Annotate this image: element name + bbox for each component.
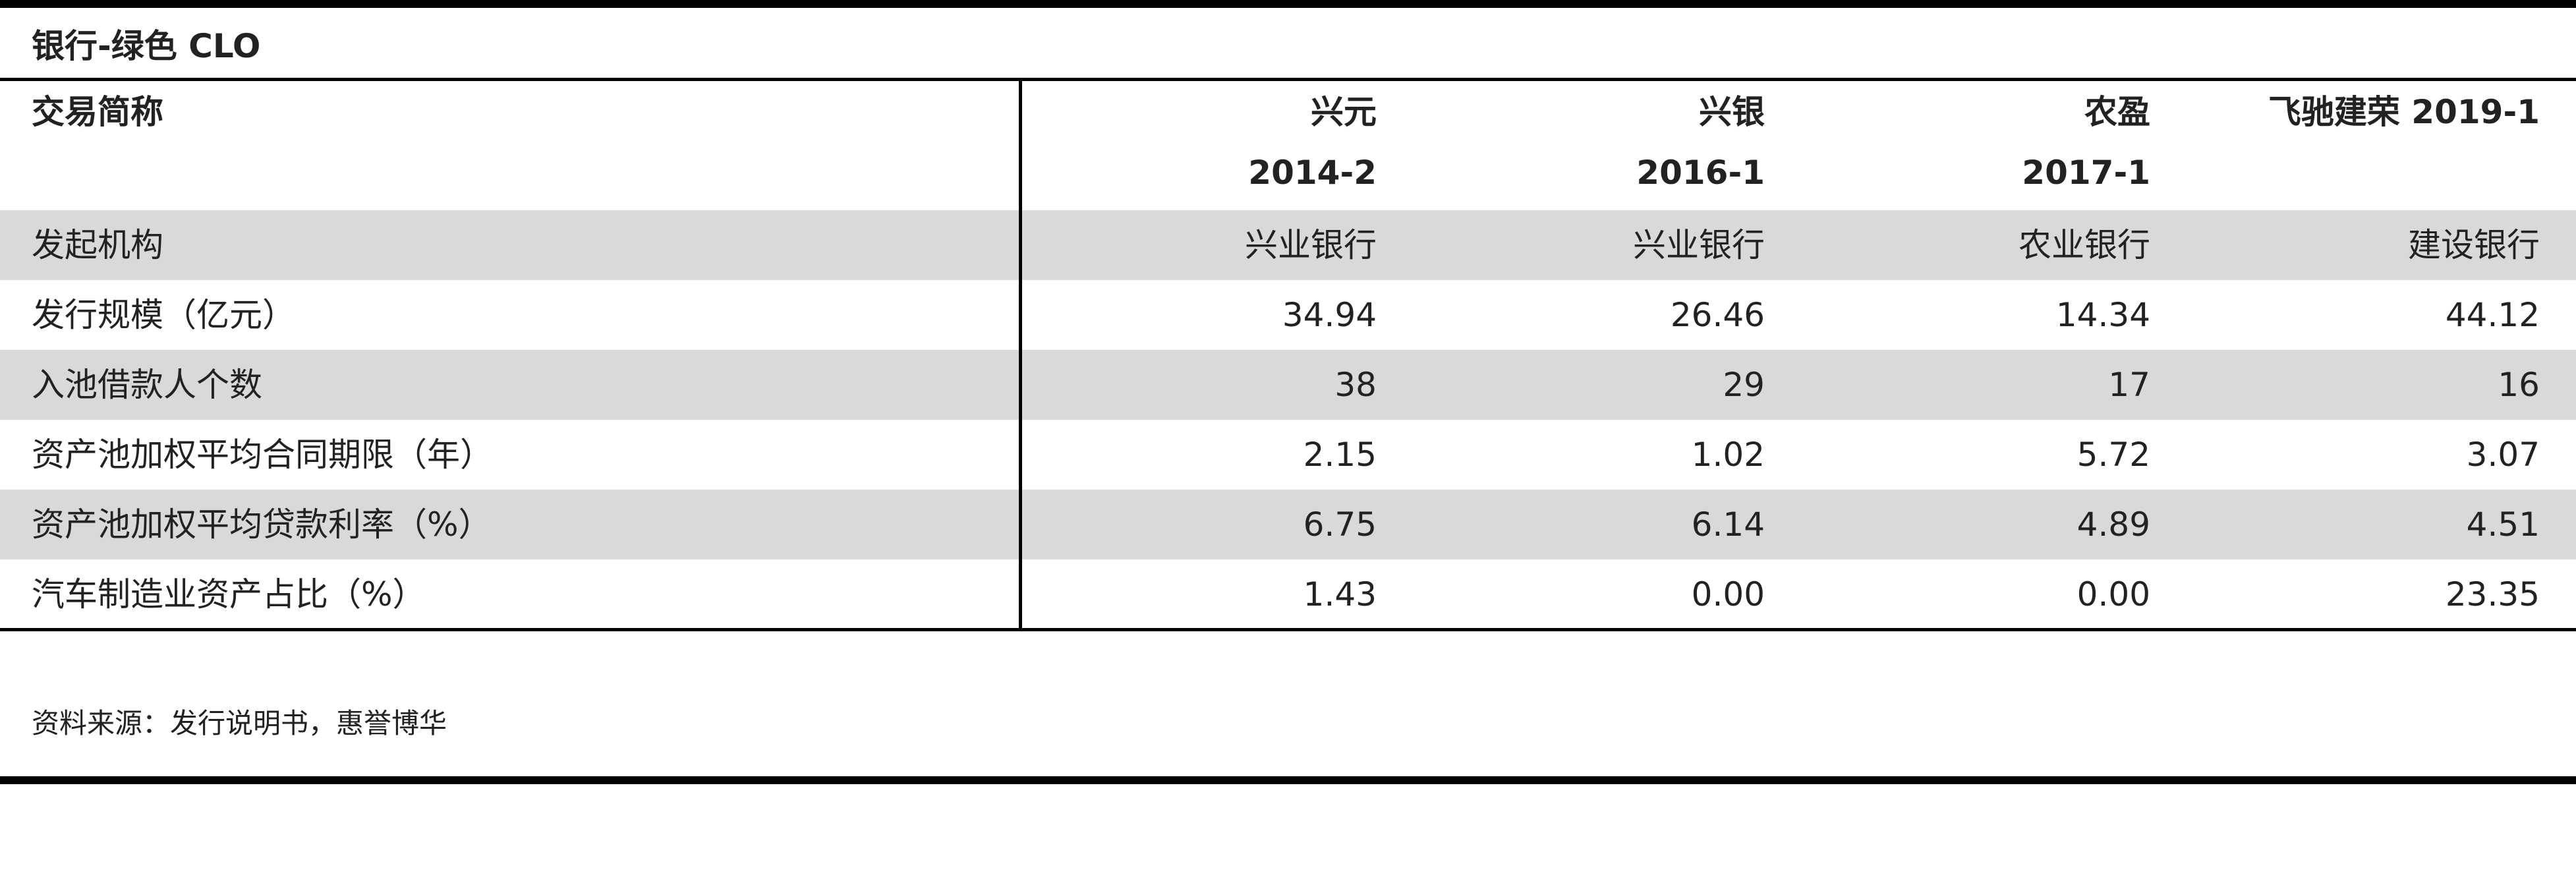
table-cell: 1.43 (1303, 575, 1377, 614)
table-cell: 4.51 (2466, 505, 2540, 544)
table-cell: 0.00 (2076, 575, 2150, 614)
table-cell: 1.02 (1691, 436, 1765, 474)
row-label: 入池借款人个数 (32, 366, 262, 404)
table-bottom-rule (0, 628, 2576, 631)
row-label: 发行规模（亿元） (32, 296, 295, 334)
table-cell: 3.07 (2466, 436, 2540, 474)
table-cell: 建设银行 (2408, 226, 2540, 264)
table-cell: 5.72 (2076, 436, 2150, 474)
table-cell: 4.89 (2076, 505, 2150, 544)
source-note: 资料来源：发行说明书，惠誉博华 (32, 707, 447, 739)
row-shading (0, 490, 2576, 559)
table-cell: 26.46 (1670, 296, 1765, 334)
table-cell: 29 (1723, 366, 1765, 404)
row-label: 资产池加权平均贷款利率（%） (32, 505, 492, 544)
header-cell: 2014-2 (1248, 154, 1377, 192)
header-rule (0, 78, 2576, 81)
header-cell: 2016-1 (1636, 154, 1765, 192)
header-cell: 飞驰建荣 2019-1 (2268, 93, 2540, 131)
table-cell: 23.35 (2445, 575, 2540, 614)
row-label: 发起机构 (32, 226, 163, 264)
header-cell: 交易简称 (32, 93, 163, 131)
table-cell: 16 (2498, 366, 2540, 404)
header-cell: 农盈 (2084, 93, 2150, 131)
row-shading (0, 350, 2576, 420)
table-cell: 6.75 (1303, 505, 1377, 544)
table-cell: 44.12 (2445, 296, 2540, 334)
row-label: 汽车制造业资产占比（%） (32, 575, 426, 614)
table-cell: 0.00 (1691, 575, 1765, 614)
top-rule (0, 0, 2576, 8)
table-cell: 2.15 (1303, 436, 1377, 474)
table-cell: 14.34 (2055, 296, 2150, 334)
header-cell: 兴元 (1311, 93, 1377, 131)
table-cell: 6.14 (1691, 505, 1765, 544)
row-shading (0, 210, 2576, 280)
table-cell: 17 (2108, 366, 2150, 404)
table-cell: 兴业银行 (1245, 226, 1377, 264)
header-cell: 2017-1 (2022, 154, 2150, 192)
bottom-rule (0, 776, 2576, 784)
table-cell: 38 (1334, 366, 1377, 404)
row-label: 资产池加权平均合同期限（年） (32, 436, 493, 474)
table-cell: 34.94 (1282, 296, 1377, 334)
column-divider (1019, 79, 1022, 629)
table-cell: 农业银行 (2018, 226, 2150, 264)
title: 银行-绿色 CLO (32, 27, 261, 65)
table-cell: 兴业银行 (1633, 226, 1765, 264)
header-cell: 兴银 (1699, 93, 1765, 131)
